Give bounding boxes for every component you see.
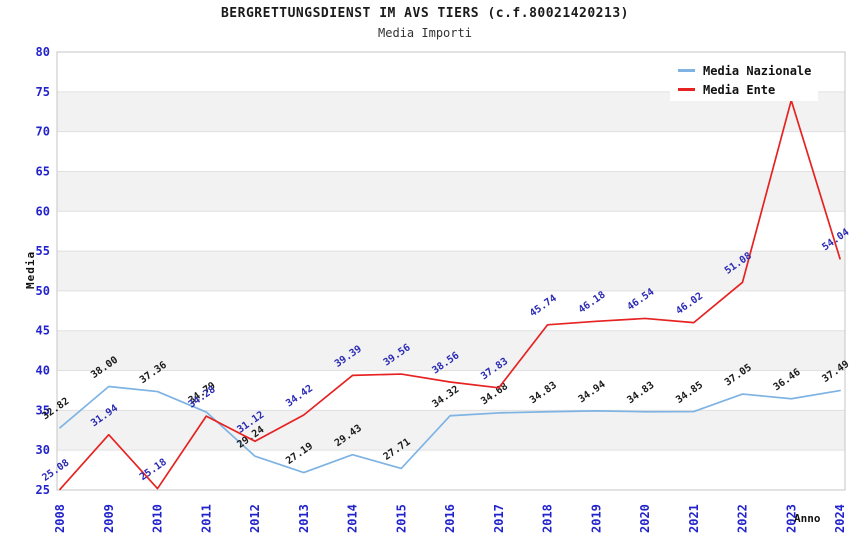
svg-text:65: 65 bbox=[36, 164, 50, 178]
chart-subtitle: Media Importi bbox=[378, 26, 472, 40]
svg-text:2016: 2016 bbox=[443, 504, 457, 533]
legend-line-swatch-nazionale bbox=[678, 69, 695, 72]
svg-text:2013: 2013 bbox=[297, 504, 311, 533]
svg-text:2012: 2012 bbox=[248, 504, 262, 533]
svg-text:2018: 2018 bbox=[541, 504, 555, 533]
svg-text:2010: 2010 bbox=[151, 504, 165, 533]
svg-text:30: 30 bbox=[36, 443, 50, 457]
svg-text:2021: 2021 bbox=[687, 504, 701, 533]
svg-text:2022: 2022 bbox=[736, 504, 750, 533]
svg-text:2017: 2017 bbox=[492, 504, 506, 533]
plot-border bbox=[56, 51, 846, 491]
chart-legend: Media Nazionale Media Ente bbox=[670, 57, 818, 101]
svg-text:2015: 2015 bbox=[394, 504, 408, 533]
svg-text:80: 80 bbox=[36, 45, 50, 59]
legend-line-swatch-ente bbox=[678, 88, 695, 91]
legend-label-nazionale: Media Nazionale bbox=[703, 63, 812, 78]
series-line-media-nazionale bbox=[59, 385, 841, 474]
svg-text:2014: 2014 bbox=[346, 504, 360, 533]
svg-text:55: 55 bbox=[36, 244, 50, 258]
y-tick-labels: 25 30 35 40 45 50 55 60 65 70 75 80 bbox=[36, 45, 50, 497]
svg-text:60: 60 bbox=[36, 204, 50, 218]
svg-text:40: 40 bbox=[36, 364, 50, 378]
y-axis-title: Media bbox=[24, 250, 37, 289]
legend-item-media-ente: Media Ente bbox=[670, 80, 818, 99]
series-line-media-ente bbox=[59, 99, 841, 491]
legend-label-ente: Media Ente bbox=[703, 82, 776, 97]
svg-text:35: 35 bbox=[36, 403, 50, 417]
plot-bands bbox=[57, 52, 845, 490]
x-tick-labels: 2008 2009 2010 2011 2012 2013 2014 2015 2016 2017… bbox=[53, 504, 847, 533]
svg-text:25: 25 bbox=[36, 483, 50, 497]
chart-title: BERGRETTUNGSDIENST IM AVS TIERS (c.f.800… bbox=[220, 6, 629, 21]
svg-text:2024: 2024 bbox=[833, 504, 847, 533]
svg-text:2023: 2023 bbox=[784, 504, 798, 533]
svg-text:2019: 2019 bbox=[589, 504, 603, 533]
svg-text:70: 70 bbox=[36, 125, 50, 139]
svg-text:2008: 2008 bbox=[53, 504, 67, 533]
svg-text:50: 50 bbox=[36, 284, 50, 298]
x-axis-title: Anno bbox=[794, 512, 821, 525]
legend-item-media-nazionale: Media Nazionale bbox=[670, 61, 818, 80]
svg-text:2020: 2020 bbox=[638, 504, 652, 533]
svg-text:75: 75 bbox=[36, 85, 50, 99]
svg-text:2009: 2009 bbox=[102, 504, 116, 533]
svg-text:2011: 2011 bbox=[199, 504, 213, 533]
svg-text:45: 45 bbox=[36, 324, 50, 338]
